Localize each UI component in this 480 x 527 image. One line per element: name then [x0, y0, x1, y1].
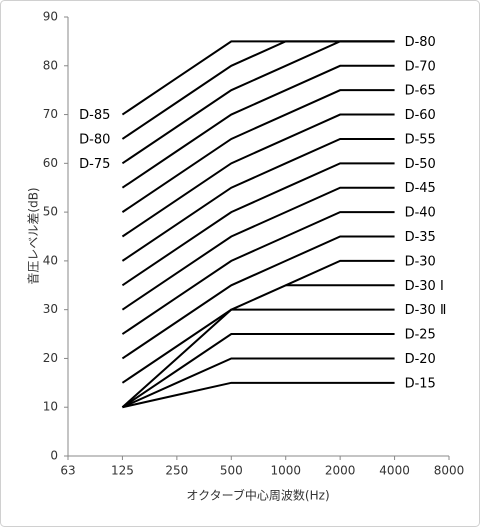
series-label: D-75: [79, 157, 110, 172]
series-label: D-30 Ⅱ: [405, 303, 447, 318]
x-tick-label: 250: [165, 464, 188, 478]
x-tick-label: 8000: [434, 464, 465, 478]
series-line: [121, 89, 395, 213]
x-tick-label: 4000: [379, 464, 410, 478]
x-tick-label: 125: [111, 464, 134, 478]
series-line: [121, 235, 395, 360]
series-line: [121, 186, 395, 311]
series-line: [121, 113, 395, 238]
series-line: [122, 357, 395, 409]
series-line: [121, 308, 395, 408]
series-label: D-80: [79, 132, 110, 147]
y-tick-label: 10: [43, 400, 58, 414]
series-label: D-65: [405, 84, 436, 99]
x-tick-label: 63: [60, 464, 75, 478]
series-label: D-25: [405, 328, 436, 343]
series-line: [121, 211, 395, 335]
series-label: D-85: [79, 108, 110, 123]
series-line: [121, 259, 395, 384]
series-label: D-70: [405, 59, 436, 74]
annotation: D-80: [405, 35, 436, 50]
series-line: [121, 64, 395, 189]
series-label: D-40: [405, 206, 436, 221]
y-tick-label: 80: [43, 58, 58, 72]
y-tick-label: 90: [43, 10, 58, 24]
y-tick-label: 60: [43, 156, 58, 170]
series-label: D-15: [405, 376, 436, 391]
y-tick-label: 50: [43, 205, 58, 219]
series-line: [121, 137, 395, 262]
series-line: [121, 162, 395, 287]
x-axis-title: オクターブ中心周波数(Hz): [186, 488, 329, 503]
y-tick-label: 40: [43, 253, 58, 267]
y-tick-label: 70: [43, 107, 58, 121]
series-line: [121, 40, 395, 165]
series-label: D-60: [405, 108, 436, 123]
series-label: D-55: [405, 132, 436, 147]
series-label: D-30 Ⅰ: [405, 279, 444, 294]
x-tick-label: 1000: [270, 464, 301, 478]
x-tick-label: 500: [220, 464, 243, 478]
series-label: D-50: [405, 157, 436, 172]
series-label: D-30: [405, 254, 436, 269]
y-tick-label: 20: [43, 351, 58, 365]
y-axis-title: 音圧レベル差(dB): [26, 187, 41, 284]
series-line: [122, 381, 395, 409]
series-label: D-20: [405, 352, 436, 367]
y-tick-label: 0: [50, 449, 58, 463]
series-label: D-35: [405, 230, 436, 245]
series-line: [121, 333, 395, 409]
x-tick-label: 2000: [325, 464, 356, 478]
y-tick-label: 30: [43, 302, 58, 316]
series-label: D-45: [405, 181, 436, 196]
